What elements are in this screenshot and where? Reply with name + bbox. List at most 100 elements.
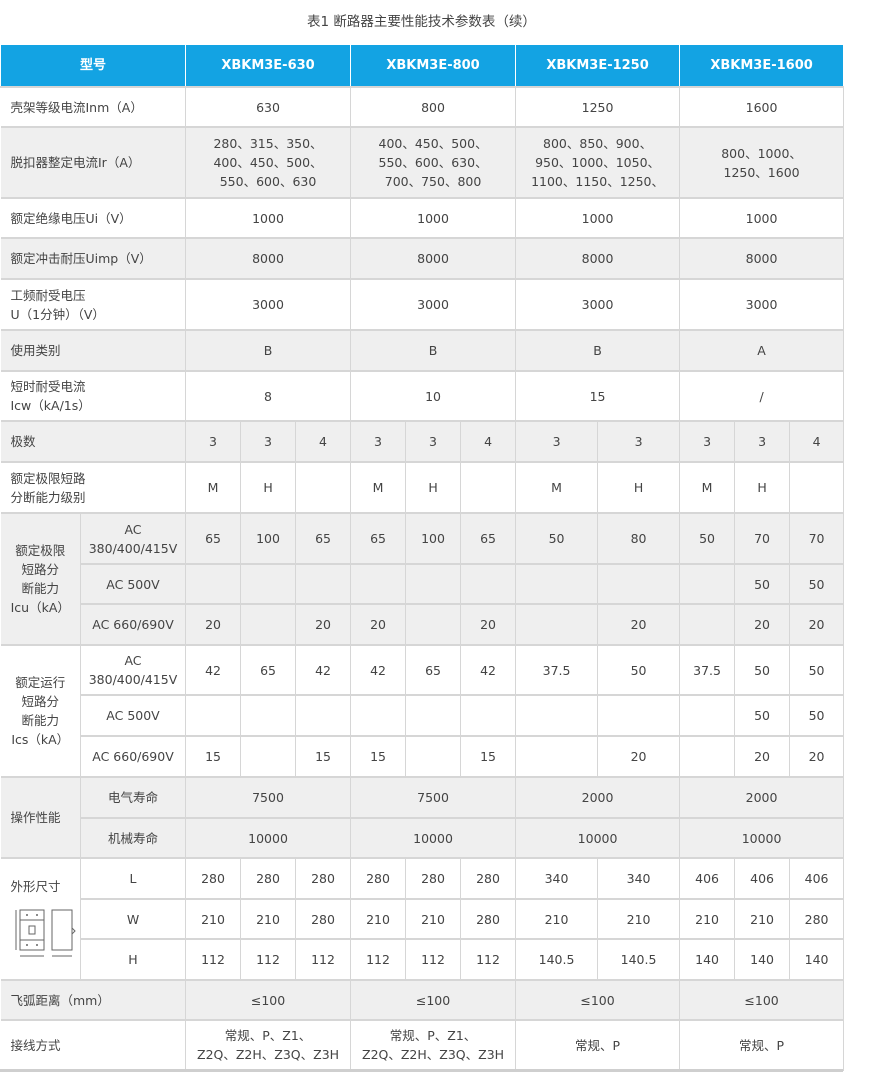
- cell-text: 15: [480, 749, 496, 764]
- table-cell: 280: [295, 898, 352, 940]
- table-cell: 280: [405, 857, 462, 900]
- cell-text: 3: [429, 434, 437, 449]
- cell-text: 20: [754, 617, 771, 632]
- cell-text: 65: [260, 662, 276, 678]
- cell-text: 210: [256, 911, 280, 927]
- cell-text: 1000: [417, 210, 449, 226]
- cell-text: 37.5: [542, 662, 571, 678]
- table-cell: 常规、P: [515, 1019, 681, 1071]
- table-cell: 100: [240, 512, 297, 565]
- cell-text: 280: [311, 871, 335, 886]
- cell-text: XBKM3E-1600: [710, 58, 813, 73]
- table-cell: [460, 694, 517, 737]
- table-cell: 3000: [185, 278, 352, 331]
- table-cell: 42: [460, 644, 517, 696]
- cell-text: 210: [750, 911, 774, 927]
- cell-text: 210: [201, 911, 225, 927]
- table-cell: 3000: [679, 278, 845, 331]
- table-cell: 3000: [515, 278, 681, 331]
- cell-text: 20: [630, 749, 647, 764]
- cell-text: 140: [750, 952, 774, 967]
- cell-text: H: [263, 480, 273, 495]
- table-cell: 50: [679, 512, 736, 565]
- cell-text: M: [551, 480, 562, 495]
- cell-text: 操作性能: [10, 810, 61, 825]
- table-cell: M: [350, 461, 407, 514]
- cell-text: 10000: [741, 830, 782, 846]
- cell-text: 20: [808, 617, 825, 632]
- table-cell: [405, 694, 462, 737]
- table-cell: 112: [185, 938, 242, 981]
- table-cell: 140: [734, 938, 791, 981]
- cell-text: 7500: [252, 790, 284, 805]
- cell-text: 8000: [745, 251, 778, 266]
- table-cell: 65: [460, 512, 517, 565]
- cell-text: 400、450、500、 550、600、630、 700、750、800: [378, 136, 488, 189]
- table-cell: 10: [350, 370, 517, 422]
- cell-text: 210: [695, 911, 719, 927]
- cell-text: 20: [315, 617, 331, 632]
- cell-text: M: [701, 480, 713, 495]
- table-cell: 20: [789, 603, 845, 646]
- table-cell: [405, 563, 462, 605]
- table-cell: 42: [350, 644, 407, 696]
- cell-text: 112: [366, 952, 390, 967]
- cell-text: 70: [754, 531, 771, 546]
- table-row: W 210 210 280 210 210 280 210 210 210 210 280: [1, 898, 845, 940]
- table-row: 脱扣器整定电流Ir（A） 280、315、350、 400、450、500、 55…: [0, 126, 845, 199]
- table-cell: 15: [350, 735, 407, 778]
- cell-text: 100: [256, 531, 280, 546]
- table-cell: [295, 461, 352, 514]
- cell-text: 15: [370, 749, 386, 764]
- table-cell: 800、850、900、 950、1000、1050、 1100、1150、12…: [515, 126, 681, 199]
- cell-text: 15: [315, 749, 331, 764]
- table-cell: H: [80, 938, 187, 981]
- row-label-cell: 工频耐受电压 U（1分钟）（V）: [0, 278, 187, 331]
- table-cell: [185, 694, 242, 737]
- cell-text: 20: [754, 749, 771, 764]
- table-cell: 100: [405, 512, 462, 565]
- table-cell: 20: [185, 603, 242, 646]
- row-label-cell: 外形尺寸: [0, 857, 81, 981]
- cell-text: 3000: [745, 297, 778, 312]
- table-cell: [240, 735, 297, 778]
- cell-text: 常规、P、Z1、 Z2Q、Z2H、Z3Q、Z3H: [197, 1028, 340, 1063]
- table-cell: 3: [679, 420, 736, 463]
- table-row: 壳架等级电流Inm（A） 630 800 1250 1600: [0, 86, 845, 128]
- cell-text: 常规、P、Z1、 Z2Q、Z2H、Z3Q、Z3H: [362, 1028, 505, 1063]
- cell-text: 壳架等级电流Inm（A）: [10, 99, 143, 115]
- cell-text: 37.5: [693, 662, 721, 678]
- table-cell: AC 380/400/415V: [79, 644, 187, 696]
- table-cell: 50: [734, 694, 791, 737]
- table-cell: 机械寿命: [80, 817, 187, 859]
- table-cell: 50: [789, 563, 845, 605]
- cell-text: 210: [626, 911, 651, 927]
- table-cell: 15: [295, 735, 352, 778]
- table-cell: B: [350, 329, 517, 372]
- cell-text: H: [428, 480, 438, 495]
- cell-text: 8000: [581, 251, 614, 266]
- cell-text: 406: [804, 871, 829, 886]
- cell-text: 3: [552, 434, 561, 449]
- row-label-cell: 极数: [0, 420, 187, 463]
- cell-text: 常规、P: [739, 1037, 785, 1053]
- cell-text: 50: [808, 662, 825, 678]
- cell-text: 8000: [417, 251, 449, 266]
- table-cell: 210: [185, 898, 242, 940]
- cell-text: 406: [750, 871, 774, 886]
- cell-text: 额定极限短路 分断能力级别: [10, 470, 86, 505]
- table-title: 表1 断路器主要性能技术参数表（续）: [307, 14, 536, 30]
- cell-text: 额定运行 短路分 断能力 Ics（kA）: [11, 675, 70, 747]
- cell-text: 406: [695, 871, 719, 886]
- cell-text: 210: [421, 911, 445, 927]
- table-cell: 65: [405, 644, 462, 696]
- table-cell: H: [240, 461, 297, 514]
- table-cell: [515, 603, 599, 646]
- table-cell: 8: [185, 370, 352, 422]
- table-row: 使用类别 B B B A: [0, 329, 845, 372]
- table-cell: H: [734, 461, 791, 514]
- cell-text: 3: [758, 434, 767, 449]
- table-cell: 140.5: [515, 938, 599, 981]
- cell-text: 50: [699, 531, 716, 546]
- table-cell: [789, 461, 845, 514]
